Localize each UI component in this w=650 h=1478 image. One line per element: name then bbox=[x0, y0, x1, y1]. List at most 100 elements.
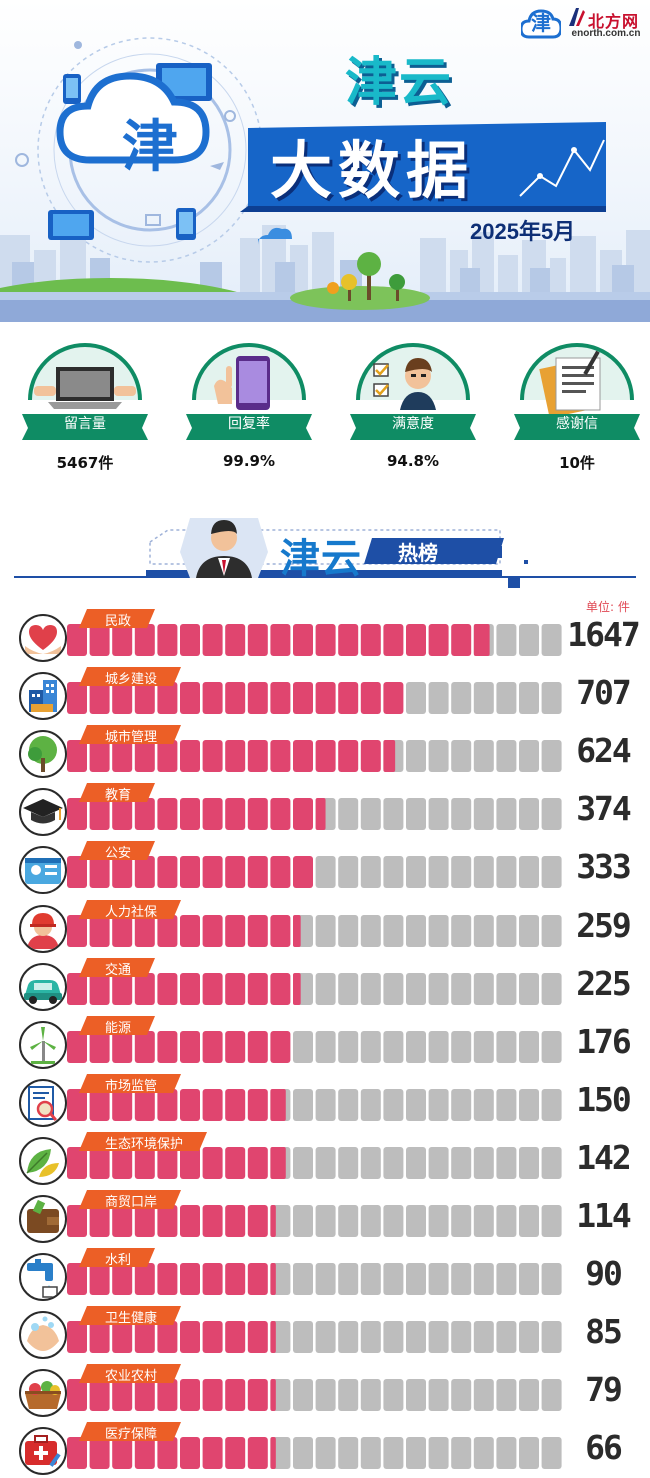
value-label: 333 bbox=[576, 847, 632, 886]
stat-value: 5467件 bbox=[56, 454, 114, 472]
bar bbox=[67, 1437, 565, 1473]
stat-label: 感谢信 bbox=[556, 416, 598, 432]
category-label: 公安 bbox=[105, 846, 132, 861]
value-label: 142 bbox=[576, 1138, 632, 1177]
ranking-row: 民政 1647 bbox=[0, 609, 650, 665]
city-skyline-illustration: 津 bbox=[0, 37, 650, 322]
value-label: 176 bbox=[576, 1022, 632, 1061]
category-label: 城乡建设 bbox=[105, 672, 158, 687]
category-tag: 市场监管 bbox=[79, 1074, 181, 1094]
enorth-name: 北方网 bbox=[588, 12, 640, 31]
category-tag: 教育 bbox=[79, 783, 155, 803]
report-date: 2025年5月 bbox=[470, 219, 576, 244]
jinyun-logo-text: 津 bbox=[531, 11, 551, 35]
value-label: 259 bbox=[576, 906, 632, 945]
worker-icon bbox=[19, 905, 67, 953]
ranking-row: 城乡建设 707 bbox=[0, 667, 650, 723]
category-label: 民政 bbox=[105, 614, 132, 629]
stat-satisfaction: 满意度 94.8% bbox=[348, 342, 488, 482]
bar bbox=[67, 1321, 565, 1357]
category-label: 农业农村 bbox=[105, 1369, 158, 1384]
tree-icon bbox=[19, 730, 67, 778]
stat-value: 99.9% bbox=[222, 452, 276, 470]
vegetable-basket-icon bbox=[19, 1369, 67, 1417]
stat-reply-rate: 回复率 99.9% bbox=[184, 342, 324, 482]
official-avatar-icon bbox=[180, 518, 268, 578]
bar bbox=[67, 1263, 565, 1299]
laptop-icon bbox=[34, 367, 136, 409]
stat-messages: 留言量 5467件 bbox=[20, 342, 160, 482]
category-label: 商贸口岸 bbox=[105, 1195, 158, 1210]
ranking-row: 医疗保障 66 bbox=[0, 1422, 650, 1478]
stat-value: 10件 bbox=[559, 454, 595, 472]
category-tag: 能源 bbox=[79, 1016, 155, 1036]
category-label: 交通 bbox=[105, 963, 132, 978]
category-tag: 生态环境保护 bbox=[79, 1132, 207, 1152]
stat-value: 94.8% bbox=[386, 452, 440, 470]
value-label: 374 bbox=[576, 789, 632, 828]
value-label: 79 bbox=[585, 1370, 623, 1409]
bar bbox=[67, 1205, 565, 1241]
ranking-row: 交通 225 bbox=[0, 958, 650, 1014]
value-label: 90 bbox=[585, 1254, 623, 1293]
category-tag: 水利 bbox=[79, 1248, 155, 1268]
faucet-icon bbox=[19, 1253, 67, 1301]
ranking-row: 能源 176 bbox=[0, 1016, 650, 1072]
category-tag: 城市管理 bbox=[79, 725, 181, 745]
hot-list-title-left: 津云 bbox=[280, 536, 362, 582]
graduation-cap-icon bbox=[19, 788, 67, 836]
hot-list-title-right: 热榜 bbox=[398, 541, 438, 565]
bar bbox=[67, 798, 565, 834]
letter-icon bbox=[539, 350, 601, 419]
buildings-icon bbox=[19, 672, 67, 720]
category-tag: 卫生健康 bbox=[79, 1306, 181, 1326]
bar bbox=[67, 915, 565, 951]
category-label: 人力社保 bbox=[105, 905, 158, 920]
value-label: 707 bbox=[576, 673, 632, 712]
value-label: 85 bbox=[585, 1312, 623, 1351]
heart-hands-icon bbox=[19, 614, 67, 662]
stat-label: 满意度 bbox=[392, 416, 434, 432]
unit-label: 单位: 件 bbox=[586, 600, 630, 614]
ranking-row: 人力社保 259 bbox=[0, 900, 650, 956]
bar bbox=[67, 973, 565, 1009]
enorth-logo: 北方网 enorth.com.cn bbox=[566, 6, 646, 46]
ranking-row: 市场监管 150 bbox=[0, 1074, 650, 1130]
category-tag: 农业农村 bbox=[79, 1364, 181, 1384]
stat-label: 回复率 bbox=[228, 416, 270, 432]
bar bbox=[67, 624, 565, 660]
stat-thank-you-letters: 感谢信 10件 bbox=[512, 342, 650, 482]
category-label: 医疗保障 bbox=[105, 1427, 158, 1442]
category-tag: 城乡建设 bbox=[79, 667, 181, 687]
value-label: 150 bbox=[576, 1080, 632, 1119]
category-label: 教育 bbox=[105, 788, 132, 803]
category-tag: 交通 bbox=[79, 958, 155, 978]
ranking-row: 教育 374 bbox=[0, 783, 650, 839]
person-checklist-icon bbox=[373, 358, 436, 410]
category-tag: 公安 bbox=[79, 841, 155, 861]
value-label: 225 bbox=[576, 964, 632, 1003]
smartphone-icon bbox=[214, 356, 270, 410]
ranking-row: 公安 333 bbox=[0, 841, 650, 897]
bar bbox=[67, 1147, 565, 1183]
hot-list-header: 津云 热榜 bbox=[0, 500, 650, 600]
stat-label: 留言量 bbox=[64, 416, 106, 432]
washing-hands-icon bbox=[19, 1311, 67, 1359]
category-tag: 民政 bbox=[79, 609, 155, 629]
bar bbox=[67, 682, 565, 718]
title-jinyun: 津云 bbox=[345, 53, 454, 113]
category-tag: 医疗保障 bbox=[79, 1422, 181, 1442]
category-label: 市场监管 bbox=[105, 1079, 158, 1094]
category-tag: 人力社保 bbox=[79, 900, 181, 920]
value-label: 66 bbox=[585, 1428, 623, 1467]
police-id-icon bbox=[19, 846, 67, 894]
category-label: 生态环境保护 bbox=[105, 1137, 184, 1152]
bar bbox=[67, 856, 565, 892]
category-tag: 商贸口岸 bbox=[79, 1190, 181, 1210]
ranking-row: 商贸口岸 114 bbox=[0, 1190, 650, 1246]
title-big-data: 大数据 bbox=[270, 134, 475, 207]
category-label: 能源 bbox=[105, 1021, 132, 1036]
header-banner: 津 津 北方网 enorth.com.cn 津云 大数据 2025年5月 bbox=[0, 0, 650, 322]
category-label: 卫生健康 bbox=[105, 1311, 158, 1326]
category-label: 水利 bbox=[105, 1253, 132, 1268]
